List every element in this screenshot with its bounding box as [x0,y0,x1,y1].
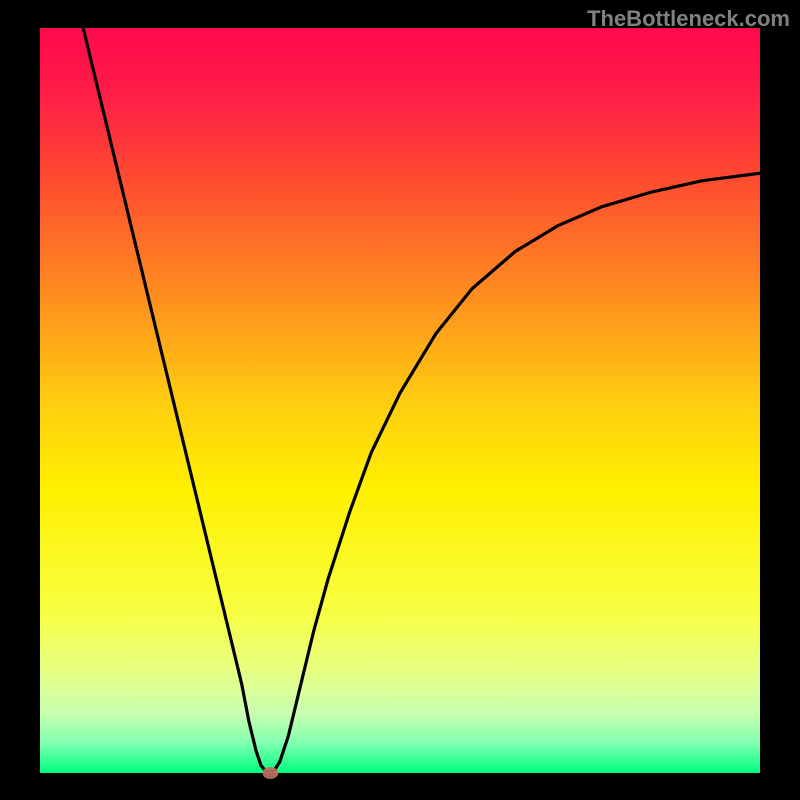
optimal-point-marker [262,767,278,779]
watermark-label: TheBottleneck.com [587,6,790,32]
bottleneck-chart-svg [0,0,800,800]
chart-gradient-background [40,28,760,773]
chart-container: { "watermark": { "text": "TheBottleneck.… [0,0,800,800]
